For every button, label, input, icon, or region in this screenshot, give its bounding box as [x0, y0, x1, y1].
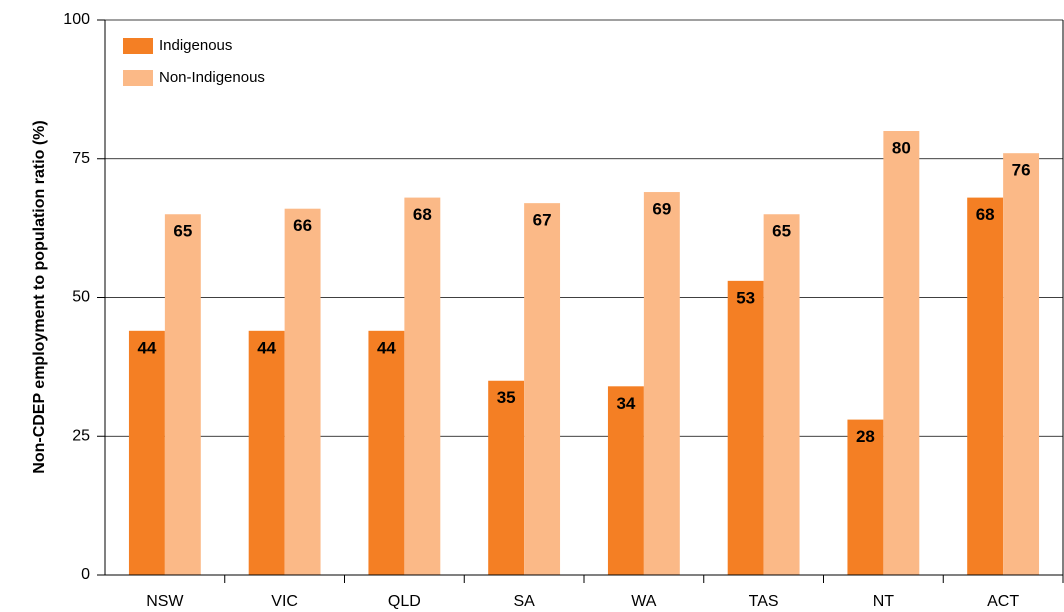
- bar: [643, 192, 680, 576]
- value-label: 67: [533, 211, 552, 230]
- value-label: 76: [1012, 161, 1031, 180]
- x-tick-label: SA: [513, 593, 535, 610]
- bar: [883, 131, 920, 575]
- bar: [763, 214, 800, 575]
- value-label: 69: [652, 200, 671, 219]
- value-label: 68: [413, 205, 432, 224]
- bar: [607, 386, 644, 575]
- value-label: 66: [293, 216, 312, 235]
- value-label: 35: [497, 388, 516, 407]
- legend-label: Non-Indigenous: [159, 69, 265, 86]
- x-tick-label: NSW: [146, 593, 184, 610]
- x-tick-label: NT: [873, 593, 895, 610]
- bar: [524, 203, 561, 575]
- legend-swatch: [123, 70, 153, 86]
- value-label: 53: [736, 288, 755, 307]
- bar: [368, 330, 405, 575]
- bar: [164, 214, 201, 575]
- y-tick-label: 50: [72, 289, 90, 306]
- bar: [847, 419, 884, 575]
- y-tick-label: 100: [63, 11, 90, 28]
- bar: [404, 197, 441, 575]
- bar: [1003, 153, 1040, 575]
- value-label: 28: [856, 427, 875, 446]
- y-tick-label: 75: [72, 150, 90, 167]
- value-label: 44: [377, 338, 396, 357]
- value-label: 65: [173, 222, 192, 241]
- bar: [488, 380, 525, 575]
- value-label: 65: [772, 222, 791, 241]
- value-label: 44: [257, 338, 276, 357]
- bar: [128, 330, 165, 575]
- x-tick-label: ACT: [987, 593, 1019, 610]
- bar: [727, 280, 764, 575]
- bar: [248, 330, 285, 575]
- x-tick-label: WA: [631, 593, 657, 610]
- y-tick-label: 25: [72, 427, 90, 444]
- bar: [967, 197, 1004, 575]
- legend-label: Indigenous: [159, 37, 232, 54]
- x-tick-label: TAS: [749, 593, 779, 610]
- legend-swatch: [123, 38, 153, 54]
- x-tick-label: QLD: [388, 593, 421, 610]
- y-axis-label: Non-CDEP employment to population ratio …: [31, 120, 48, 473]
- value-label: 44: [137, 338, 156, 357]
- value-label: 34: [616, 394, 635, 413]
- x-tick-label: VIC: [271, 593, 298, 610]
- value-label: 80: [892, 138, 911, 157]
- value-label: 68: [976, 205, 995, 224]
- bar: [284, 208, 321, 575]
- y-tick-label: 0: [81, 566, 90, 583]
